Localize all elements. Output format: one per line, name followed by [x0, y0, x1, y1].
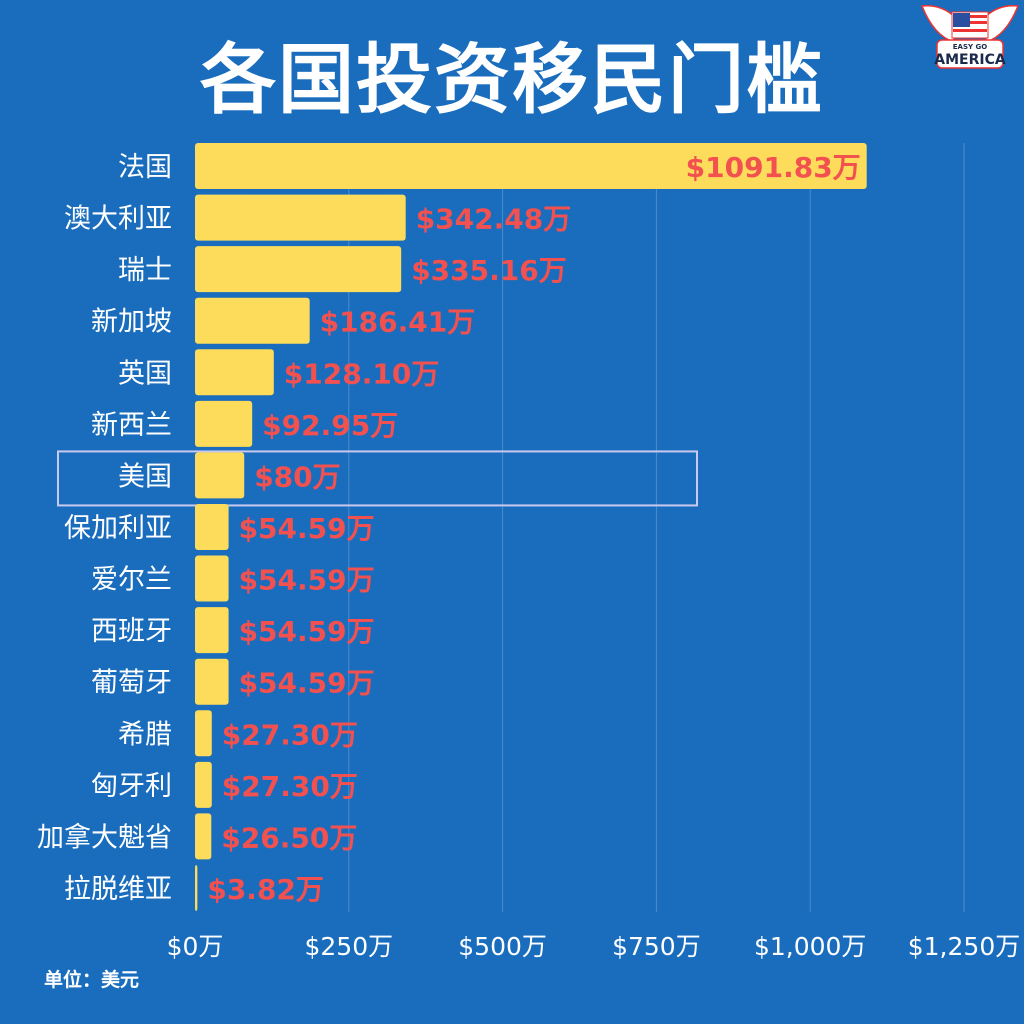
category-label: 拉脱维亚: [64, 874, 172, 905]
bar: [195, 143, 867, 189]
data-label: $335.16万: [411, 254, 567, 287]
data-label: $26.50万: [221, 821, 357, 854]
category-label: 希腊: [118, 719, 172, 750]
page-title: 各国投资移民门槛: [200, 35, 824, 124]
category-label: 法国: [118, 152, 172, 183]
x-tick-label: $750万: [612, 932, 701, 961]
x-tick-label: $1,000万: [754, 932, 866, 961]
bar: [195, 452, 245, 499]
category-label: 新西兰: [91, 410, 172, 441]
data-label: $54.59万: [239, 564, 375, 597]
category-label: 英国: [118, 358, 172, 389]
bar: [195, 864, 198, 911]
bar: [195, 710, 212, 757]
data-label: $80万: [254, 460, 340, 493]
data-label: $1091.83万: [686, 151, 861, 184]
bar: [195, 813, 212, 860]
category-label: 西班牙: [91, 616, 172, 647]
bar: [195, 246, 402, 293]
category-label: 新加坡: [91, 307, 172, 338]
bar: [195, 503, 229, 550]
data-label: $128.10万: [284, 357, 440, 390]
data-label: $186.41万: [320, 306, 476, 339]
unit-label: 单位：美元: [44, 969, 140, 991]
category-label: 匈牙利: [91, 771, 172, 802]
bar: [195, 607, 229, 654]
bar: [195, 658, 229, 705]
category-label: 加拿大魁省: [37, 822, 172, 853]
data-label: $54.59万: [239, 615, 375, 648]
x-tick-label: $1,250万: [908, 932, 1020, 961]
svg-text:AMERICA: AMERICA: [934, 52, 1006, 68]
category-label: 葡萄牙: [91, 668, 172, 699]
bar: [195, 400, 253, 447]
bar: [195, 349, 274, 396]
data-label: $54.59万: [239, 667, 375, 700]
category-label: 美国: [118, 461, 172, 492]
x-tick-label: $250万: [304, 932, 393, 961]
category-label: 爱尔兰: [91, 565, 172, 596]
x-tick-label: $500万: [458, 932, 547, 961]
data-label: $342.48万: [416, 203, 572, 236]
data-label: $92.95万: [262, 409, 398, 442]
category-label: 瑞士: [118, 255, 172, 286]
bar: [195, 761, 212, 808]
svg-text:EASY GO: EASY GO: [953, 43, 987, 51]
data-label: $27.30万: [222, 770, 358, 803]
data-label: $27.30万: [222, 718, 358, 751]
category-label: 保加利亚: [64, 513, 172, 544]
bar: [195, 297, 310, 344]
easy-go-america-logo: EASY GO AMERICA: [920, 4, 1020, 69]
x-tick-label: $0万: [167, 932, 224, 961]
highlight-box: [57, 450, 698, 507]
data-label: $3.82万: [207, 873, 324, 906]
data-label: $54.59万: [239, 512, 375, 545]
bar: [195, 555, 229, 602]
bar: [195, 194, 406, 241]
category-label: 澳大利亚: [64, 204, 172, 235]
